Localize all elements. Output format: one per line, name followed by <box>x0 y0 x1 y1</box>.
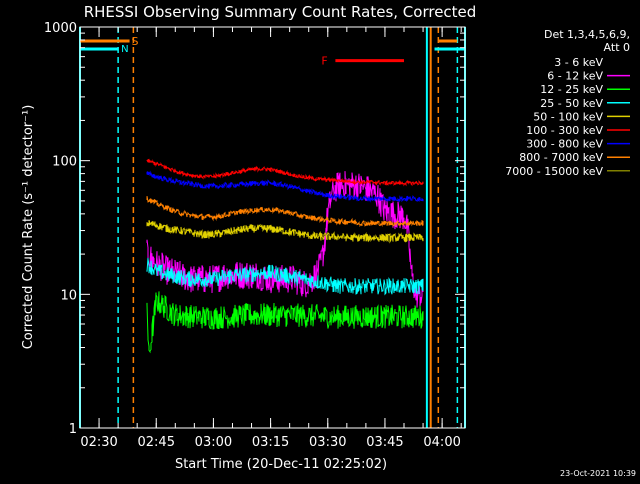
flare-label: F <box>321 55 327 68</box>
x-tick-label-6: 04:00 <box>423 435 460 450</box>
y-tick-label-2: 100 <box>52 155 77 170</box>
legend-label-3: 25 - 50 keV <box>540 97 603 110</box>
footer-timestamp: 23-Oct-2021 10:39 <box>560 469 636 478</box>
saa-label: S <box>132 35 139 48</box>
series-line-7 <box>146 196 424 228</box>
legend-header-0: Det 1,3,4,5,6,9, <box>544 28 630 41</box>
legend-label-2: 12 - 25 keV <box>540 83 603 96</box>
legend-label-1: 6 - 12 keV <box>547 70 603 83</box>
x-tick-label-0: 02:30 <box>80 435 117 450</box>
x-tick-label-1: 02:45 <box>138 435 175 450</box>
y-tick-label-3: 1000 <box>44 21 77 36</box>
series-line-3 <box>146 257 424 296</box>
legend-label-5: 100 - 300 keV <box>526 124 603 137</box>
legend-header-1: Att 0 <box>604 41 630 54</box>
series-line-2 <box>146 291 424 354</box>
series-line-4 <box>146 220 424 244</box>
legend-label-7: 800 - 7000 keV <box>519 151 603 164</box>
x-axis-label: Start Time (20-Dec-11 02:25:02) <box>175 457 387 472</box>
legend-label-0: 3 - 6 keV <box>554 56 603 69</box>
legend-label-8: 7000 - 15000 keV <box>505 165 603 178</box>
chart-title: RHESSI Observing Summary Count Rates, Co… <box>84 3 477 21</box>
y-axis-label: Corrected Count Rate (s⁻¹ detector⁻¹) <box>21 105 36 350</box>
night-label: N <box>121 44 128 55</box>
legend-label-4: 50 - 100 keV <box>533 110 603 123</box>
series-line-5 <box>146 158 424 187</box>
x-tick-label-5: 03:45 <box>366 435 403 450</box>
series-line-0 <box>146 137 424 285</box>
plot-frame <box>79 26 466 429</box>
y-tick-label-0: 1 <box>69 422 77 437</box>
legend-label-6: 300 - 800 keV <box>526 138 603 151</box>
x-tick-label-4: 03:30 <box>309 435 346 450</box>
series-line-6 <box>146 170 424 203</box>
x-tick-label-2: 03:00 <box>195 435 232 450</box>
axes: 1 10 100 1000 02:30 02:45 03:00 03:15 03:30 03:45… <box>44 21 466 450</box>
y-tick-label-1: 10 <box>60 288 77 303</box>
series-layer <box>146 137 424 354</box>
x-tick-label-3: 03:15 <box>252 435 289 450</box>
